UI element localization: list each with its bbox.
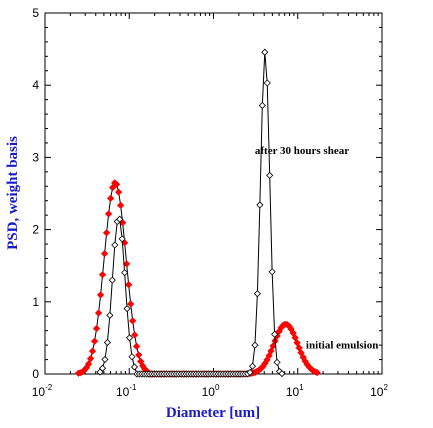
series-annotation: initial emulsion [306, 340, 378, 352]
y-tick-label: 5 [32, 6, 39, 20]
data-point [102, 229, 111, 237]
data-point [92, 324, 101, 333]
plot-frame [44, 12, 383, 375]
data-point [278, 370, 286, 378]
x-tick-label: 102 [370, 383, 388, 399]
annotations: after 30 hours shear initial emulsion [255, 145, 378, 352]
x-tick-label: 101 [286, 383, 304, 399]
data-point [108, 276, 116, 284]
data-point [127, 300, 135, 308]
data-point [268, 268, 276, 276]
data-point [118, 235, 126, 243]
data-point [103, 338, 111, 347]
data-point [106, 311, 114, 319]
data-point [100, 249, 109, 258]
y-tick-label: 2 [32, 223, 39, 237]
data-point [291, 334, 299, 342]
data-point [94, 309, 103, 317]
data-point [96, 291, 105, 299]
y-axis-ticks: 0 1 2 3 4 5 [32, 6, 382, 381]
data-point [115, 188, 123, 196]
series [96, 48, 286, 378]
y-tick-label: 1 [32, 295, 39, 309]
data-point [121, 269, 129, 277]
data-point [258, 101, 266, 110]
data-point [271, 330, 279, 338]
data-point [293, 339, 301, 347]
data-point [131, 331, 139, 339]
plot-area [44, 12, 383, 375]
data-point [123, 260, 131, 268]
data-point [261, 48, 269, 56]
x-axis-ticks: 10-2 10-1 100 101 102 [32, 13, 388, 399]
data-point [313, 368, 321, 377]
data-point [256, 201, 264, 209]
data-point [133, 342, 141, 350]
data-point [101, 355, 109, 364]
data-point [263, 79, 271, 87]
series-line [78, 182, 318, 375]
data-point [98, 271, 107, 279]
data-point [273, 358, 281, 366]
data-point [98, 364, 107, 372]
data-point [125, 281, 133, 289]
y-tick-label: 0 [32, 367, 39, 381]
data-point [246, 368, 254, 376]
data-point [90, 337, 99, 345]
data-point [251, 341, 259, 349]
series-layer [74, 48, 321, 378]
x-axis-title: Diameter [um] [166, 405, 260, 421]
data-point [135, 351, 143, 359]
data-point [130, 363, 139, 371]
data-point [86, 354, 95, 363]
data-point [104, 210, 113, 218]
data-point [267, 347, 275, 355]
series-line [99, 52, 283, 375]
data-point [128, 353, 136, 361]
x-tick-label: 100 [202, 383, 220, 399]
x-tick-label: 10-1 [116, 383, 137, 399]
y-tick-label: 3 [32, 150, 39, 164]
data-point [113, 180, 121, 189]
data-point [117, 201, 125, 209]
data-point [295, 344, 303, 352]
data-point [111, 241, 119, 249]
data-point [84, 360, 93, 368]
series-annotation: after 30 hours shear [255, 145, 349, 157]
x-tick-label: 10-2 [32, 383, 53, 399]
y-axis-title: PSD, weight basis [5, 136, 21, 250]
data-point [253, 290, 261, 298]
data-point [123, 305, 131, 313]
data-point [106, 194, 115, 202]
data-point [248, 362, 257, 370]
y-tick-label: 4 [32, 78, 39, 92]
data-point [88, 347, 97, 355]
data-point [125, 334, 134, 342]
data-point [266, 171, 274, 179]
data-point [116, 215, 124, 223]
data-point [129, 317, 137, 325]
